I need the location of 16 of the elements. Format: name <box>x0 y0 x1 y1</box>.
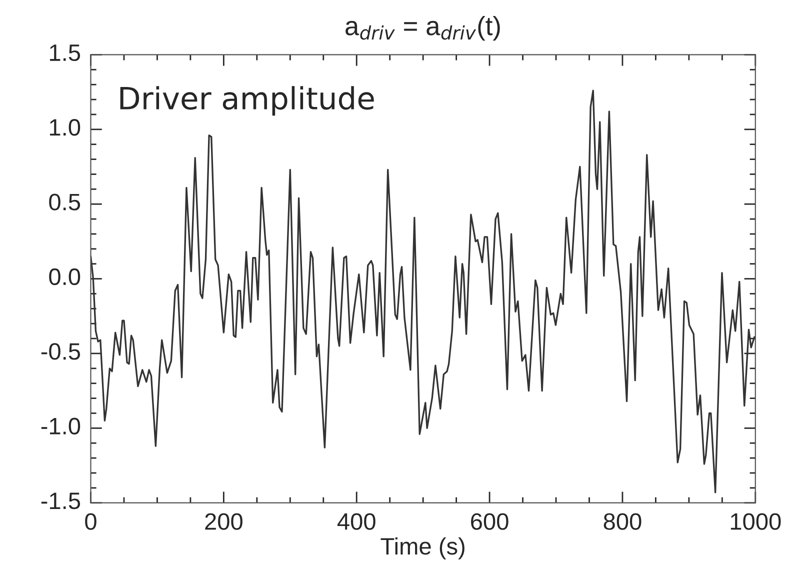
x-tick-label: 400 <box>337 513 376 530</box>
y-tick-label: 1.5 <box>50 44 80 62</box>
y-tick-label: -1.5 <box>41 492 80 510</box>
y-tick-label: 0.0 <box>49 268 80 286</box>
y-tick-label: 0.5 <box>49 194 80 210</box>
x-tick-label: 800 <box>604 513 642 530</box>
y-tick-label: -1.0 <box>41 418 80 434</box>
x-tick-label: 600 <box>471 513 508 530</box>
annotation: Driver amplitude <box>120 86 374 116</box>
y-tick-label: 1.0 <box>50 119 80 136</box>
x-tick-label: 200 <box>205 513 242 530</box>
y-tick-label: -0.5 <box>41 343 80 360</box>
chart-title: a$_{driv}$ = a$_{driv}$(t) <box>346 16 500 41</box>
x-tick-label: 0 <box>85 513 96 530</box>
x-axis-title: Time (s) <box>380 537 464 560</box>
x-tick-label: 1000 <box>730 513 781 530</box>
